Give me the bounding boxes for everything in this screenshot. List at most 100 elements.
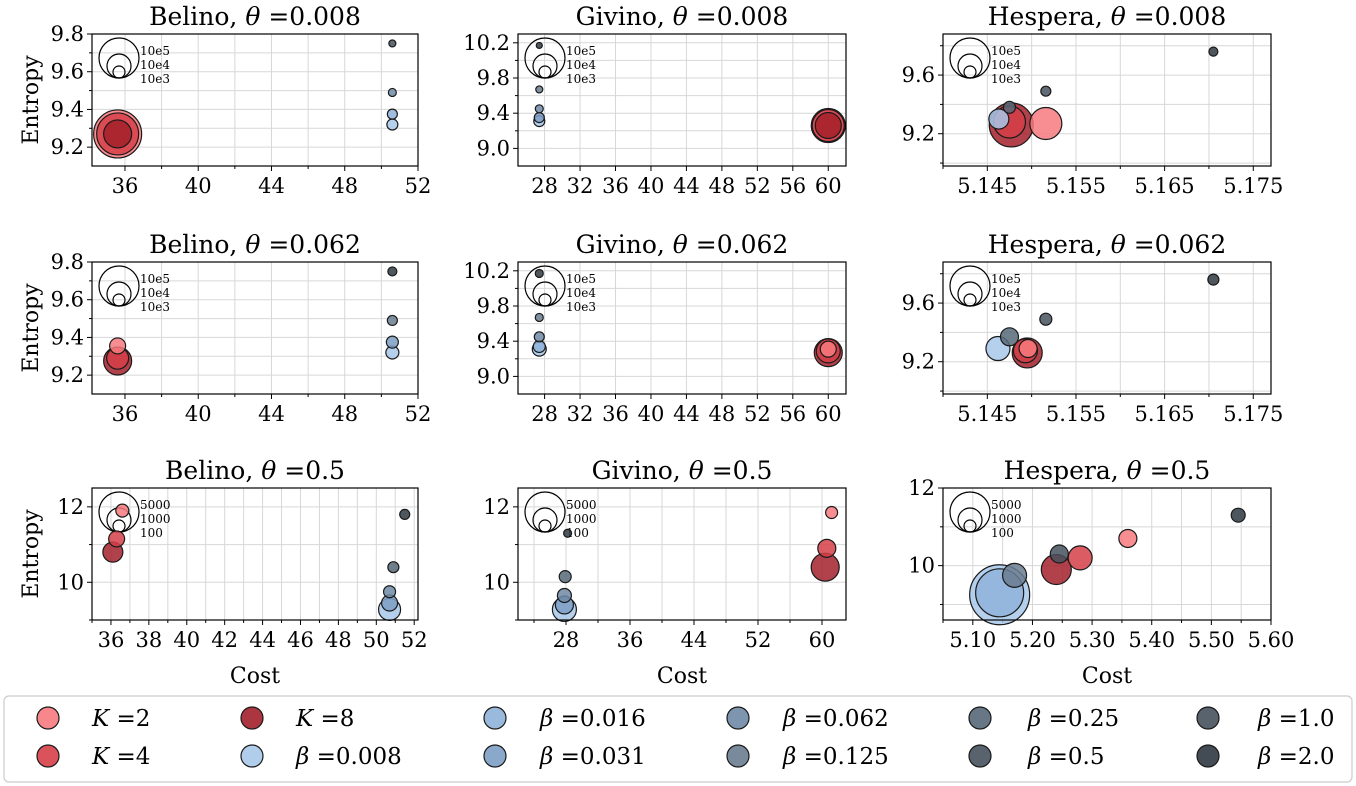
legend-marker-b5 [968, 706, 992, 730]
subplot-title: Hespera, θ =0.5 [1004, 456, 1211, 485]
plot-frame [517, 261, 847, 395]
title-theta-value: =0.062 [688, 230, 788, 259]
data-points [93, 39, 399, 159]
x-axis-label: Cost [230, 664, 280, 689]
data-point-b4 [386, 314, 398, 327]
y-tick-label: 9.4 [51, 97, 84, 121]
x-tick-label: 52 [744, 402, 771, 426]
x-tick-label: 40 [638, 402, 665, 426]
data-points [102, 503, 411, 622]
data-point-k2 [1118, 528, 1138, 549]
x-tick-label: 44 [258, 402, 285, 426]
data-point-k4 [108, 530, 126, 548]
legend-marker-b7 [1196, 744, 1220, 768]
x-tick-label: 40 [638, 174, 665, 198]
data-point-b7 [1208, 46, 1219, 57]
data-points [985, 273, 1220, 369]
data-point-b1 [386, 108, 398, 120]
y-tick-label: 9.6 [902, 291, 935, 315]
subplot-title: Givino, θ =0.062 [576, 230, 789, 259]
legend-marker-b4 [726, 744, 750, 768]
x-tick-label: 48 [709, 174, 736, 198]
subplot-title: Belino, θ =0.008 [149, 2, 361, 31]
x-tick-label: 36 [98, 628, 125, 652]
data-points [103, 266, 400, 376]
y-axis-label: Entropy [19, 509, 44, 599]
title-theta-symbol: θ [673, 230, 688, 259]
legend-marker-b1 [483, 706, 507, 730]
subplot-title: Hespera, θ =0.062 [988, 230, 1227, 259]
size-legend-label: 100 [991, 526, 1014, 540]
subplot-hespera-0008: 5.145 5.155 5.165 5.175 9.2 9.6 Hespera, θ =0.… [902, 2, 1284, 198]
data-point-b7 [1207, 273, 1220, 286]
x-tick-label: 5.175 [1223, 174, 1283, 198]
subplot-belino-05: 36 38 40 42 44 46 48 50 52 10 12 Belino, θ =0.5 Entr… [19, 456, 428, 689]
x-tick-label: 60 [809, 628, 836, 652]
x-tick-label: 42 [211, 628, 238, 652]
data-points [988, 46, 1219, 148]
x-tick-label: 52 [745, 628, 772, 652]
x-tick-label: 5.40 [1128, 628, 1175, 652]
title-theta-value: =0.008 [1126, 2, 1226, 31]
y-tick-label: 9.8 [477, 294, 510, 318]
size-legend-circle [949, 265, 991, 307]
x-axis-label: Cost [1082, 664, 1132, 689]
y-tick-label: 9.8 [477, 66, 510, 90]
x-tick-label: 5.50 [1188, 628, 1235, 652]
y-tick-label: 9.6 [902, 63, 935, 87]
y-tick-label: 9.2 [51, 135, 84, 159]
x-tick-label: 5.20 [1009, 628, 1056, 652]
legend-value: =0.25 [1041, 706, 1119, 732]
gridlines [92, 488, 418, 620]
y-tick-label: 10 [57, 570, 84, 594]
data-point-k2 [824, 505, 839, 520]
size-legend-label: 1000 [566, 512, 597, 526]
title-theta-value: =0.062 [1126, 230, 1226, 259]
size-legend-label: 5000 [991, 498, 1022, 512]
legend-marker-k4 [36, 744, 60, 768]
legend-label: K =8 [295, 706, 354, 732]
legend-symbol: β [539, 744, 553, 770]
title-theta-value: =0.008 [688, 2, 788, 31]
subplot-hespera-05: 5.10 5.20 5.30 5.40 5.50 5.60 10 12 Hespera, θ =… [908, 456, 1294, 689]
legend-marker-b6 [1196, 706, 1220, 730]
title-theta-value: =0.062 [260, 230, 360, 259]
data-point-b5 [387, 561, 400, 574]
x-tick-label: 52 [401, 628, 428, 652]
x-tick-label: 48 [709, 402, 736, 426]
y-tick-label: 9.8 [51, 22, 84, 46]
y-tick-label: 9.4 [51, 325, 84, 349]
data-points [551, 505, 840, 623]
subplot-belino-0062: 36 40 44 48 52 9.2 9.4 9.6 9.8 Belino, θ =0.062 En… [19, 230, 431, 426]
data-point-k8 [103, 119, 133, 149]
data-point-b3 [382, 585, 397, 599]
y-tick-label: 10 [483, 570, 510, 594]
x-tick-label: 40 [173, 628, 200, 652]
data-point-b5 [1002, 100, 1017, 114]
plot-frame [942, 33, 1272, 167]
size-legend-label: 10e4 [991, 286, 1021, 300]
size-legend-label: 10e5 [566, 272, 596, 286]
data-point-b6 [1040, 85, 1052, 97]
x-tick-label: 5.165 [1135, 402, 1195, 426]
size-legend-label: 10e4 [140, 58, 170, 72]
y-tick-label: 10.2 [463, 31, 510, 55]
legend-frame [3, 695, 1353, 783]
x-tick-label: 52 [405, 174, 432, 198]
data-point-b3 [387, 87, 397, 98]
plot-frame [91, 261, 419, 395]
x-tick-label: 5.60 [1248, 628, 1295, 652]
x-tick-label: 48 [325, 628, 352, 652]
legend-symbol: K [91, 706, 111, 732]
legend-label: β =0.25 [1027, 706, 1119, 732]
size-legend-label: 1000 [140, 512, 171, 526]
size-legend-circle [963, 519, 977, 533]
title-dataset: Givino, [592, 456, 689, 485]
legend-value: =0.125 [796, 744, 888, 770]
legend-symbol: K [91, 744, 111, 770]
data-point-b4 [1001, 562, 1028, 588]
